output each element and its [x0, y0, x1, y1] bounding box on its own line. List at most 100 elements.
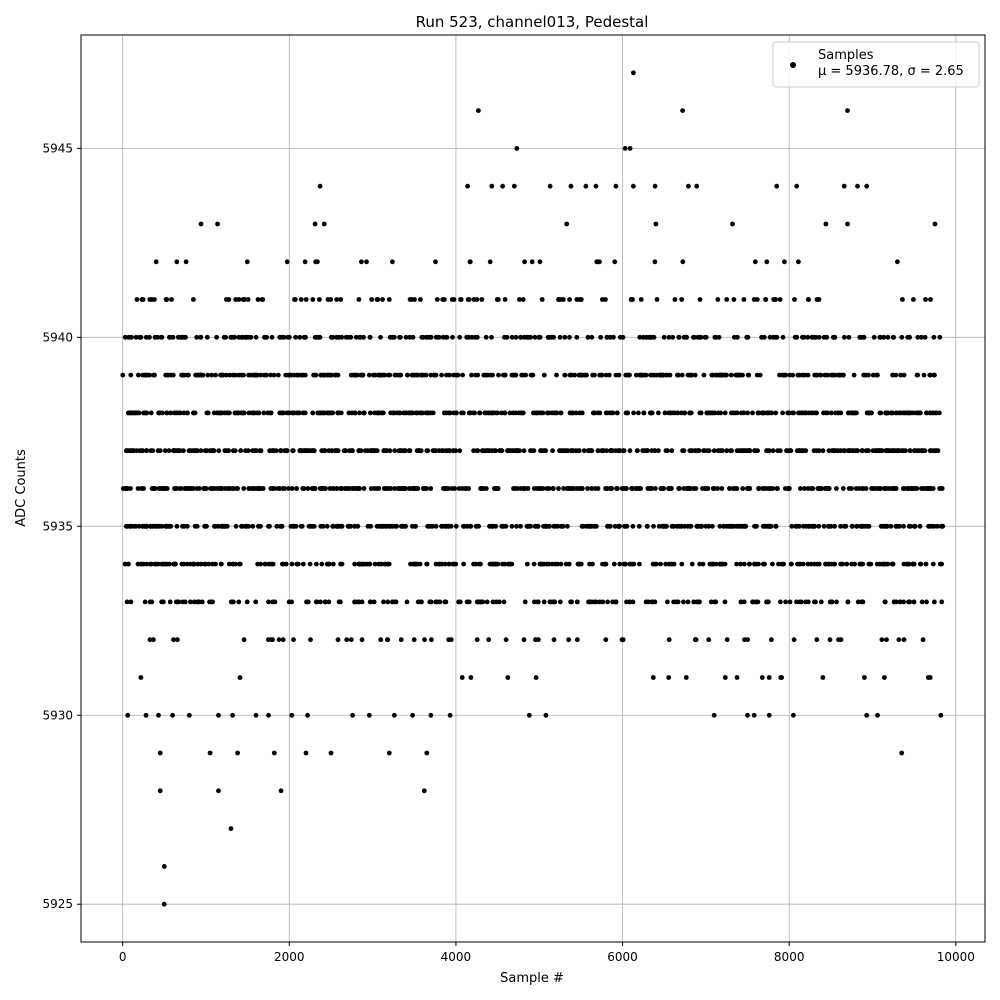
data-point [366, 712, 372, 718]
data-point [287, 372, 293, 378]
data-point [866, 523, 872, 529]
data-point [173, 410, 179, 416]
data-point [466, 486, 472, 491]
data-point [226, 561, 232, 567]
data-point [439, 561, 445, 567]
data-point [551, 637, 557, 643]
data-point [935, 523, 940, 529]
data-point [255, 372, 260, 378]
data-point [198, 221, 204, 227]
data-point [773, 410, 779, 416]
data-point [565, 486, 571, 491]
data-point [695, 523, 701, 529]
data-point [605, 599, 610, 605]
data-point [566, 637, 571, 643]
data-point [802, 372, 807, 378]
data-point [271, 372, 277, 378]
data-point [386, 297, 392, 302]
data-point [424, 486, 429, 491]
data-point [790, 410, 795, 416]
data-point [741, 297, 747, 302]
data-point [805, 334, 811, 340]
data-point [767, 410, 772, 416]
data-point [219, 410, 225, 416]
data-point [305, 486, 311, 491]
data-point [170, 712, 176, 718]
data-point [740, 486, 746, 491]
data-point [564, 221, 570, 227]
data-point [493, 448, 499, 454]
data-point [339, 486, 344, 491]
data-point [611, 561, 617, 567]
data-point [133, 334, 139, 340]
data-point [465, 183, 470, 189]
data-point [638, 372, 643, 378]
data-point [599, 448, 605, 454]
data-point [296, 372, 301, 378]
data-point [914, 372, 920, 378]
data-point [166, 448, 172, 454]
data-point [345, 486, 351, 491]
data-point [424, 561, 429, 567]
data-point [195, 448, 200, 454]
data-point [246, 410, 252, 416]
data-point [255, 561, 261, 567]
data-point [521, 637, 527, 643]
data-point [782, 486, 788, 491]
data-point [402, 448, 408, 454]
data-point [517, 297, 522, 302]
data-point [597, 599, 603, 605]
data-point [306, 448, 312, 454]
y-tick-label: 5945 [42, 141, 73, 155]
data-point [481, 486, 486, 491]
data-point [509, 334, 515, 340]
data-point [267, 523, 272, 529]
data-point [357, 410, 362, 416]
data-point [895, 259, 900, 265]
data-point [335, 637, 341, 643]
data-point [180, 334, 186, 340]
data-point [365, 523, 371, 529]
data-point [521, 372, 527, 378]
data-point [424, 334, 429, 340]
data-point [861, 334, 867, 340]
data-point [633, 486, 639, 491]
data-point [651, 334, 657, 340]
data-point [173, 486, 178, 491]
data-point [445, 523, 451, 529]
data-point [826, 561, 832, 567]
data-point [715, 486, 720, 491]
data-point [326, 372, 332, 378]
data-point [531, 448, 537, 454]
data-point [546, 561, 552, 567]
data-point [849, 448, 855, 454]
data-point [528, 448, 533, 454]
data-point [191, 297, 196, 302]
data-point [407, 410, 412, 416]
data-point [555, 561, 560, 567]
data-point [124, 599, 130, 605]
data-point [901, 372, 907, 378]
data-point [459, 675, 465, 680]
data-point [245, 297, 251, 302]
data-point [186, 712, 192, 718]
data-point [538, 561, 544, 567]
data-point [325, 297, 331, 302]
data-point [297, 448, 303, 454]
data-point [269, 334, 275, 340]
data-point [168, 410, 174, 416]
data-point [334, 334, 339, 340]
data-point [880, 561, 885, 567]
data-point [648, 372, 653, 378]
data-point [899, 448, 904, 454]
data-point [514, 523, 519, 529]
data-point [152, 486, 158, 491]
data-point [381, 599, 386, 605]
data-point [573, 486, 579, 491]
data-point [267, 448, 272, 454]
data-point [519, 410, 525, 416]
data-point [474, 334, 480, 340]
data-point [236, 599, 242, 605]
data-point [658, 372, 664, 378]
data-point [598, 334, 604, 340]
